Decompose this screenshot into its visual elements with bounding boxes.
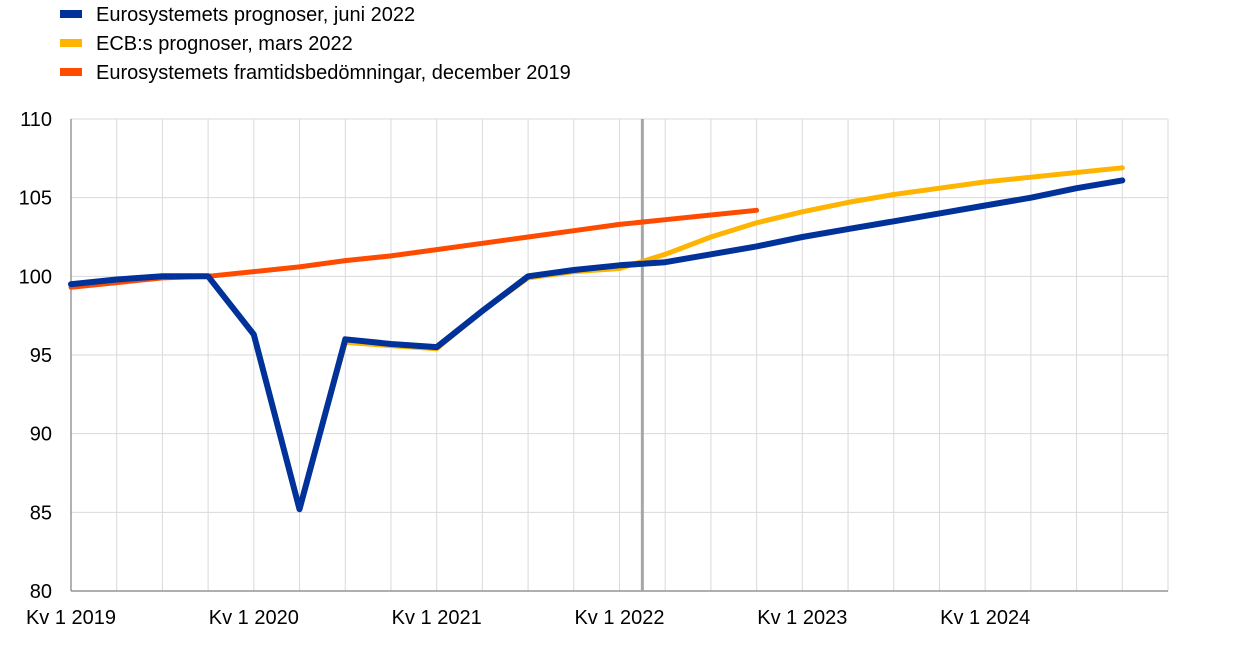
x-tick-label: Kv 1 2022: [574, 607, 664, 629]
legend-swatch: [60, 68, 82, 76]
y-tick-label: 95: [30, 345, 52, 367]
x-tick-label: Kv 1 2023: [757, 607, 847, 629]
x-tick-label: Kv 1 2024: [940, 607, 1030, 629]
grid-lines: [71, 118, 1169, 592]
y-tick-label: 85: [30, 502, 52, 524]
y-tick-label: 105: [19, 188, 52, 210]
legend-swatch: [60, 10, 82, 18]
legend-label: ECB:s prognoser, mars 2022: [96, 33, 353, 55]
x-tick-label: Kv 1 2020: [209, 607, 299, 629]
x-tick-label: Kv 1 2019: [26, 607, 116, 629]
legend-label: Eurosystemets framtidsbedömningar, decem…: [96, 62, 571, 84]
y-tick-label: 100: [19, 266, 52, 288]
series-line: [68, 165, 1125, 511]
axes: 80 85 90 95 100 105 110 Kv 1 2019 Kv 1 2020 Kv 1 …: [19, 109, 1168, 629]
series-lines: [68, 165, 1126, 513]
series-line: [68, 177, 1126, 513]
legend-label: Eurosystemets prognoser, juni 2022: [96, 4, 415, 26]
x-tick-label: Kv 1 2021: [392, 607, 482, 629]
legend: Eurosystemets prognoser, juni 2022 ECB:s …: [60, 4, 571, 84]
legend-swatch: [60, 39, 82, 47]
y-tick-label: 110: [20, 109, 52, 131]
y-tick-label: 80: [30, 581, 52, 603]
y-tick-label: 90: [30, 424, 52, 446]
